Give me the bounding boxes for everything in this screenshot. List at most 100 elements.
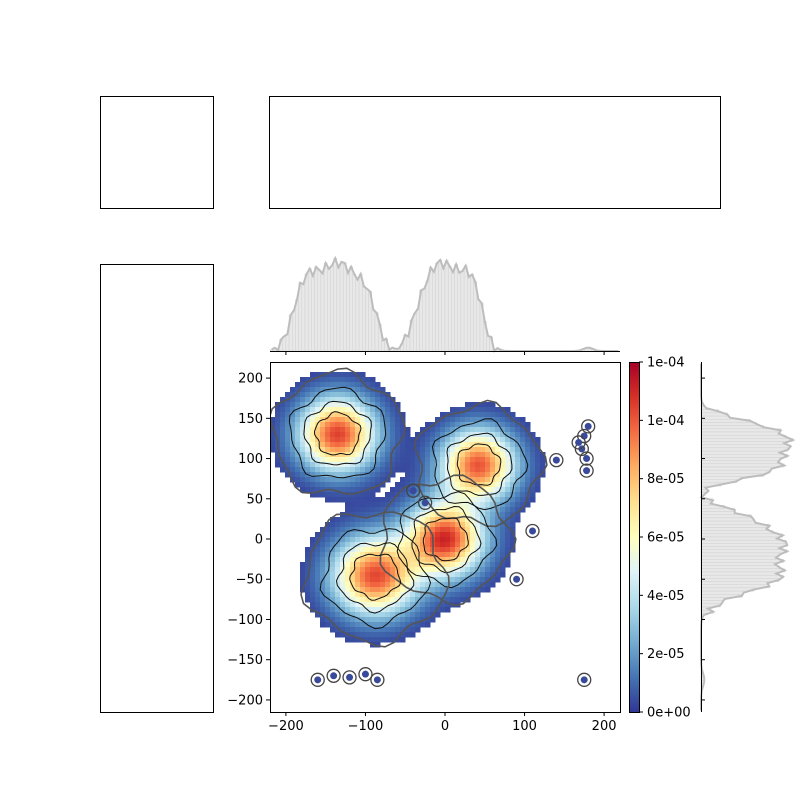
outlier-point <box>583 455 591 463</box>
density-cell <box>415 567 421 573</box>
density-cell <box>440 472 446 478</box>
density-cell <box>480 432 486 438</box>
density-cell <box>315 532 321 538</box>
density-cell <box>365 387 371 393</box>
density-cell <box>495 577 501 583</box>
density-cell <box>325 552 331 558</box>
histogram-bar <box>700 466 772 471</box>
density-cell <box>345 617 351 623</box>
histogram-bar <box>700 574 784 579</box>
density-cell <box>390 637 396 643</box>
density-cell <box>400 597 406 603</box>
density-cell <box>475 517 481 523</box>
density-cell <box>515 502 521 508</box>
density-cell <box>470 577 476 583</box>
density-cell <box>485 427 491 433</box>
density-cell <box>330 407 336 413</box>
density-cell <box>270 427 276 433</box>
density-cell <box>445 472 451 478</box>
density-cell <box>495 417 501 423</box>
density-cell <box>470 487 476 493</box>
density-cell <box>445 482 451 488</box>
density-cell <box>380 422 386 428</box>
density-cell <box>350 442 356 448</box>
density-cell <box>390 572 396 578</box>
density-cell <box>315 572 321 578</box>
density-cell <box>395 487 401 493</box>
density-cell <box>405 427 411 433</box>
density-cell <box>340 622 346 628</box>
density-cell <box>390 472 396 478</box>
density-cell <box>330 402 336 408</box>
density-cell <box>310 437 316 443</box>
density-cell <box>350 537 356 543</box>
density-cell <box>475 527 481 533</box>
density-cell <box>365 497 371 503</box>
density-cell <box>280 462 286 468</box>
density-cell <box>380 537 386 543</box>
density-cell <box>450 572 456 578</box>
density-cell <box>480 492 486 498</box>
density-cell <box>465 467 471 473</box>
density-cell <box>415 457 421 463</box>
density-cell <box>395 592 401 598</box>
density-cell <box>425 622 431 628</box>
density-cell <box>460 557 466 563</box>
density-cell <box>310 572 316 578</box>
density-cell <box>395 497 401 503</box>
density-cell <box>280 447 286 453</box>
density-cell <box>360 517 366 523</box>
density-cell <box>305 592 311 598</box>
density-cell <box>335 472 341 478</box>
density-cell <box>450 567 456 573</box>
density-cell <box>435 602 441 608</box>
density-cell <box>340 412 346 418</box>
density-cell <box>495 532 501 538</box>
density-cell <box>325 587 331 593</box>
density-cell <box>365 512 371 518</box>
density-cell <box>465 567 471 573</box>
density-cell <box>290 402 296 408</box>
density-cell <box>410 447 416 453</box>
density-cell <box>395 552 401 558</box>
density-cell <box>500 417 506 423</box>
density-cell <box>460 587 466 593</box>
density-cell <box>505 467 511 473</box>
density-cell <box>295 462 301 468</box>
density-cell <box>420 527 426 533</box>
density-cell <box>455 492 461 498</box>
outlier-point <box>529 527 536 535</box>
density-cell <box>510 507 516 513</box>
density-cell <box>370 427 376 433</box>
density-cell <box>455 567 461 573</box>
density-cell <box>295 382 301 388</box>
density-cell <box>295 402 301 408</box>
density-cell <box>400 637 406 643</box>
density-cell <box>540 462 546 468</box>
density-cell <box>335 387 341 393</box>
density-cell <box>365 507 371 513</box>
density-cell <box>385 432 391 438</box>
density-cell <box>445 562 451 568</box>
density-cell <box>445 512 451 518</box>
density-cell <box>300 447 306 453</box>
density-cell <box>360 527 366 533</box>
density-cell <box>380 597 386 603</box>
density-cell <box>425 537 431 543</box>
density-cell <box>420 557 426 563</box>
density-cell <box>310 597 316 603</box>
density-cell <box>305 482 311 488</box>
density-cell <box>470 492 476 498</box>
density-cell <box>375 417 381 423</box>
density-cell <box>435 472 441 478</box>
density-cell <box>325 547 331 553</box>
histogram-bar <box>381 340 385 352</box>
density-cell <box>470 427 476 433</box>
density-cell <box>395 532 401 538</box>
density-cell <box>355 582 361 588</box>
density-cell <box>405 607 411 613</box>
density-cell <box>440 602 446 608</box>
density-cell <box>475 422 481 428</box>
density-cell <box>345 417 351 423</box>
density-cell <box>435 562 441 568</box>
